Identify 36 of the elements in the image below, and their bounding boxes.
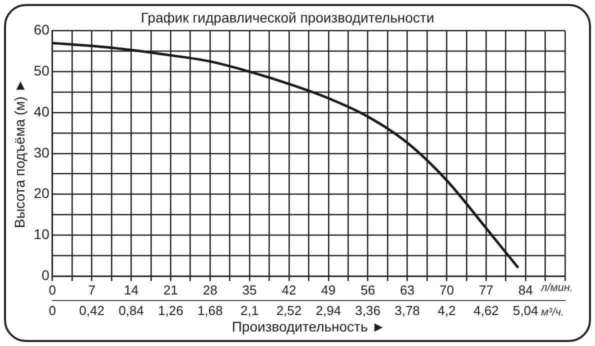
- chart-title: График гидравлической производительности: [140, 9, 434, 26]
- x-tick-label: 63: [400, 282, 415, 298]
- text: м³/ч.: [541, 306, 564, 319]
- x-tick-label: 14: [124, 282, 138, 298]
- y-tick-label: 30: [34, 144, 50, 160]
- text: л/мин.: [540, 282, 574, 294]
- x2-tick-label: 1,68: [197, 302, 223, 318]
- y-tick-label: 60: [34, 22, 50, 38]
- x2-tick-label: 0,84: [118, 302, 144, 318]
- x2-tick-label: 2,52: [276, 302, 302, 318]
- x-tick-label: 70: [439, 282, 454, 298]
- x2-tick-label: 2,94: [316, 302, 342, 318]
- y-tick-label: 50: [34, 62, 50, 79]
- x-tick-label: 49: [321, 282, 336, 298]
- x-tick-label: 7: [88, 282, 96, 298]
- x-tick-label: 56: [360, 282, 376, 298]
- x2-tick-label: 5,04: [512, 302, 538, 318]
- x-tick-label: 42: [282, 282, 296, 298]
- x-tick-label: 77: [478, 282, 494, 298]
- x2-tick-label: 0,42: [79, 302, 104, 318]
- x2-tick-label: 3,78: [394, 302, 420, 318]
- y-tick-label: 20: [34, 185, 50, 202]
- y-tick-label: 10: [34, 226, 50, 242]
- x-axis-title: Производительность ►: [232, 318, 386, 334]
- x2-tick-label: 3,36: [355, 302, 380, 318]
- x2-tick-label: 1,26: [158, 302, 184, 318]
- y-tick-label: 40: [34, 103, 50, 120]
- y-tick-label: 0: [42, 266, 50, 283]
- x-tick-label: 21: [163, 282, 178, 298]
- x-tick-label: 28: [202, 282, 218, 298]
- x-tick-label: 84: [518, 282, 533, 298]
- x2-tick-label: 4,2: [438, 302, 456, 318]
- y-axis-title: Высота подъёма (м) ►: [11, 78, 28, 228]
- x2-tick-label: 4,62: [473, 302, 499, 318]
- x2-tick-label: 2,1: [240, 302, 259, 318]
- x-tick-label: 35: [242, 282, 257, 298]
